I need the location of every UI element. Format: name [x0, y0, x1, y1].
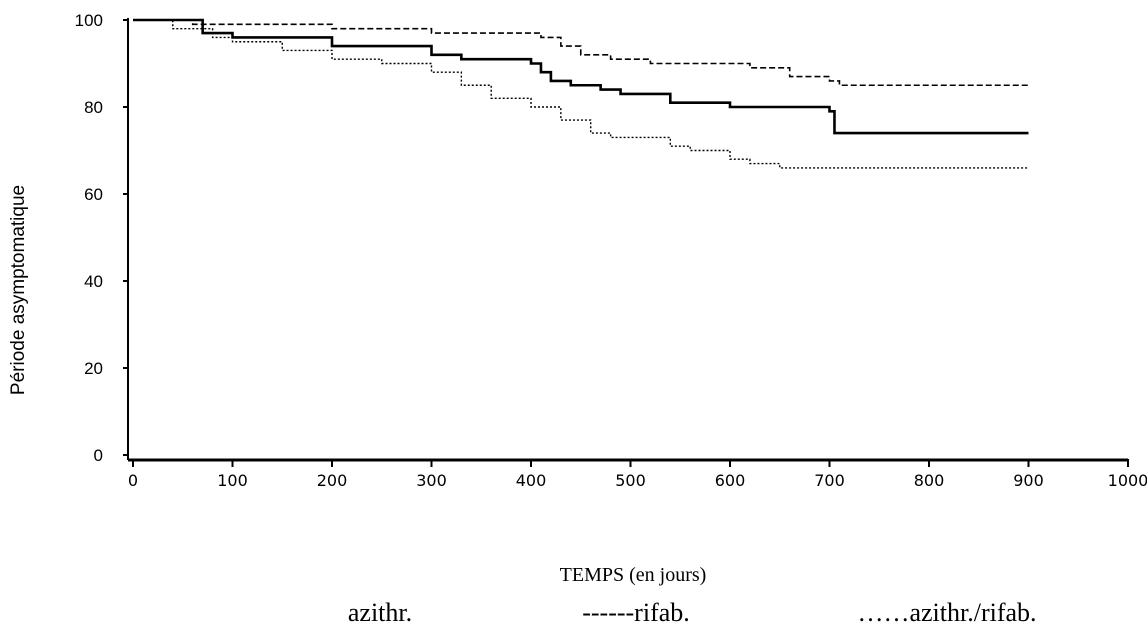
series-lines — [133, 18, 1029, 169]
x-ticks: 0 100 200 300 400 500 600 700 800 900 1000 — [128, 459, 1147, 490]
series-line-rifab — [133, 19, 1029, 87]
x-tick-label: 300 — [416, 471, 447, 490]
x-tick-label: 100 — [217, 471, 248, 490]
y-tick-label: 80 — [84, 98, 103, 117]
axes — [127, 18, 1128, 462]
series-line-azithr — [133, 18, 1029, 135]
y-ticks: 0 20 40 60 80 100 — [75, 11, 129, 465]
x-tick-label: 0 — [128, 471, 138, 490]
legend-entry-rifab: ------rifab. — [582, 598, 690, 627]
series-line-azithr-rifab — [133, 19, 1029, 169]
legend: azithr. ------rifab. ……azithr./rifab. — [348, 598, 1037, 627]
x-tick-label: 800 — [914, 471, 945, 490]
x-tick-label: 1000 — [1108, 471, 1147, 490]
y-tick-label: 60 — [84, 185, 103, 204]
x-tick-label: 400 — [516, 471, 547, 490]
x-axis-label: TEMPS (en jours) — [560, 564, 707, 586]
x-tick-label: 200 — [317, 471, 348, 490]
legend-entry-azithr: azithr. — [348, 598, 412, 627]
x-tick-label: 900 — [1013, 471, 1044, 490]
y-tick-label: 40 — [84, 272, 103, 291]
y-tick-label: 100 — [75, 11, 103, 30]
legend-entry-azithr-rifab: ……azithr./rifab. — [857, 598, 1036, 627]
y-tick-label: 20 — [84, 359, 103, 378]
y-axis-label: Période asymptomatique — [8, 185, 29, 395]
y-tick-label: 0 — [94, 446, 103, 465]
x-tick-label: 600 — [715, 471, 746, 490]
x-tick-label: 500 — [615, 471, 646, 490]
x-tick-label: 700 — [814, 471, 845, 490]
